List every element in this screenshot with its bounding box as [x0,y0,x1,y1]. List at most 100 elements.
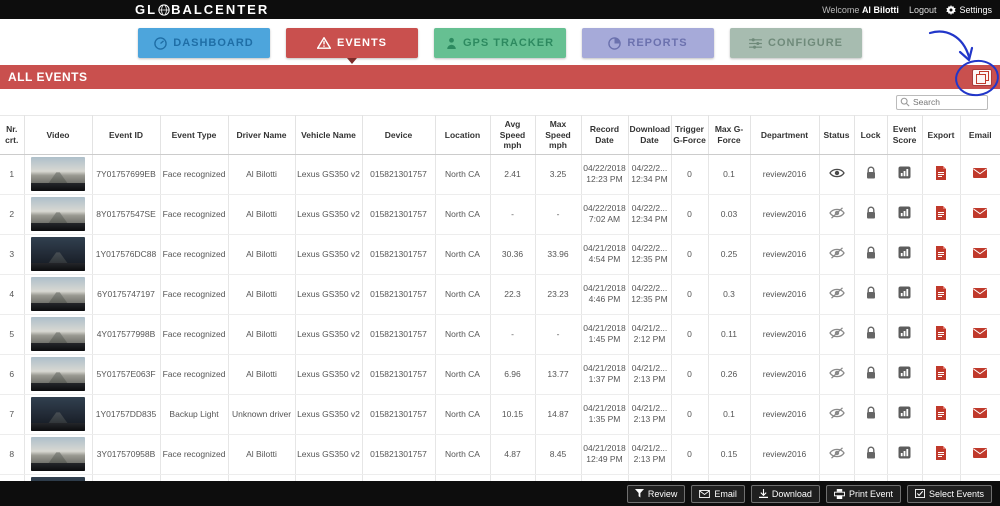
eye-off-icon[interactable] [828,207,845,219]
user-name: Al Bilotti [861,4,899,15]
cell-record-date: 04/21/2018 1:35 PM [581,394,629,435]
event-score-icon[interactable] [898,286,911,299]
export-copy-icon[interactable] [972,68,992,86]
email-envelope-icon[interactable] [973,167,988,178]
event-score-icon[interactable] [898,206,911,219]
pdf-export-icon[interactable] [935,445,947,460]
cell-location: North CA [435,234,491,275]
eye-off-icon[interactable] [828,287,845,299]
video-thumbnail[interactable] [31,237,85,272]
table-row[interactable]: 3 1Y017576DC88 Face recognized Al Bilotti Le… [0,234,1000,275]
eye-off-icon[interactable] [828,447,845,459]
video-thumbnail[interactable] [31,157,85,192]
review-button[interactable]: Review [626,484,686,503]
table-row[interactable]: 2 8Y01757547SE Face recognized Al Bilotti Le… [0,194,1000,235]
pdf-export-icon[interactable] [935,405,947,420]
lock-icon[interactable] [865,446,877,460]
email-envelope-icon[interactable] [973,247,988,258]
logout-link[interactable]: Logout [908,4,937,15]
col-header-lock: Lock [854,115,888,155]
eye-off-icon[interactable] [828,367,845,379]
select-events-button[interactable]: Select Events [906,484,992,503]
cell-lock [854,194,888,235]
table-row[interactable]: 1 7Y01757699EB Face recognized Al Bilotti Le… [0,154,1000,195]
lock-icon[interactable] [865,286,877,300]
col-header-event-score: Event Score [887,115,923,155]
cell-video [24,154,93,195]
video-thumbnail[interactable] [31,197,85,232]
cell-lock [854,314,888,355]
col-header-vehicle-name: Vehicle Name [295,115,363,155]
video-thumbnail[interactable] [31,437,85,472]
table-row[interactable]: 8 3Y017570958B Face recognized Al Bilotti Le… [0,434,1000,475]
event-score-icon[interactable] [898,446,911,459]
lock-icon[interactable] [865,206,877,220]
email-envelope-icon[interactable] [973,207,988,218]
eye-off-icon[interactable] [828,327,845,339]
eye-icon[interactable] [828,167,845,179]
cell-department: review2016 [750,194,820,235]
video-thumbnail[interactable] [31,317,85,352]
pdf-export-icon[interactable] [935,205,947,220]
cell-trigger-gforce: 0 [671,194,709,235]
cell-record-date: 04/21/2018 4:46 PM [581,274,629,315]
video-thumbnail[interactable] [31,357,85,392]
lock-icon[interactable] [865,406,877,420]
table-row[interactable]: 5 4Y017577998B Face recognized Al Bilotti Le… [0,314,1000,355]
video-thumbnail[interactable] [31,397,85,432]
event-score-icon[interactable] [898,406,911,419]
eye-off-icon[interactable] [828,407,845,419]
email-envelope-icon[interactable] [973,367,988,378]
event-score-icon[interactable] [898,166,911,179]
email-envelope-icon[interactable] [973,287,988,298]
cell-event-type: Backup Light [160,394,229,435]
email-envelope-icon[interactable] [973,447,988,458]
tab-gps-tracker[interactable]: GPS TRACKER [434,28,566,58]
event-score-icon[interactable] [898,246,911,259]
eye-off-icon[interactable] [828,247,845,259]
col-header-department: Department [750,115,820,155]
cell-lock [854,354,888,395]
tab-dashboard[interactable]: DASHBOARD [138,28,270,58]
pdf-export-icon[interactable] [935,165,947,180]
event-score-icon[interactable] [898,326,911,339]
settings-link[interactable]: Settings [946,4,992,15]
table-row[interactable]: 4 6Y0175747197 Face recognized Al Bilotti Le… [0,274,1000,315]
filter-funnel-icon [634,489,644,498]
email-button[interactable]: Email [691,484,745,503]
email-envelope-icon[interactable] [973,327,988,338]
download-button[interactable]: Download [750,484,820,503]
video-thumbnail[interactable] [31,277,85,312]
tab-events[interactable]: EVENTS [286,28,418,58]
pdf-export-icon[interactable] [935,365,947,380]
pdf-export-icon[interactable] [935,285,947,300]
cell-nr: 3 [0,234,25,275]
table-row[interactable]: 6 5Y01757E063F Face recognized Al Bilotti Le… [0,354,1000,395]
cell-event-type: Face recognized [160,234,229,275]
tab-configure[interactable]: CONFIGURE [730,28,862,58]
event-score-icon[interactable] [898,366,911,379]
cell-video [24,434,93,475]
cell-trigger-gforce: 0 [671,274,709,315]
cell-event-score [887,394,923,435]
cell-event-id: 6Y0175747197 [92,274,161,315]
lock-icon[interactable] [865,326,877,340]
cell-status [819,154,855,195]
col-header-driver-name: Driver Name [228,115,296,155]
pdf-export-icon[interactable] [935,245,947,260]
cell-email [960,434,1000,475]
search-input[interactable] [913,97,983,107]
lock-icon[interactable] [865,166,877,180]
cell-max-speed: - [535,194,582,235]
tab-reports[interactable]: REPORTS [582,28,714,58]
pdf-export-icon[interactable] [935,325,947,340]
lock-icon[interactable] [865,246,877,260]
lock-icon[interactable] [865,366,877,380]
cell-record-date: 04/21/2018 1:37 PM [581,354,629,395]
print-event-button[interactable]: Print Event [825,484,901,503]
table-row[interactable]: 7 1Y01757DD835 Backup Light Unknown driver L… [0,394,1000,435]
cell-event-id: 8Y01757547SE [92,194,161,235]
search-box[interactable] [896,94,988,110]
email-envelope-icon[interactable] [973,407,988,418]
cell-max-speed: - [535,314,582,355]
